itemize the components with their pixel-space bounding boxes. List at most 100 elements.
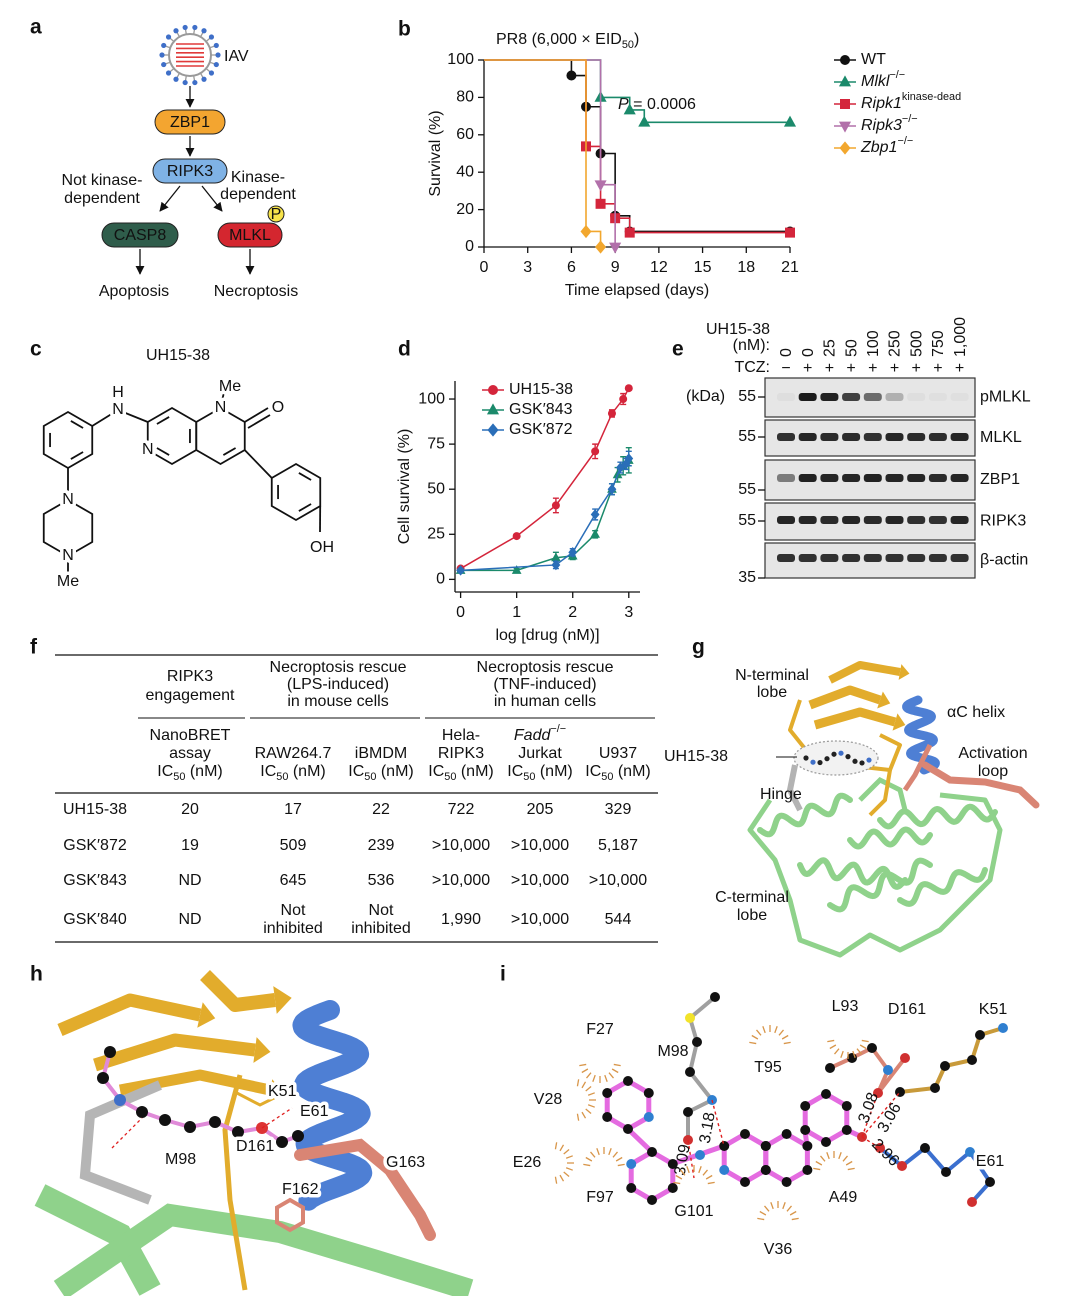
drug-label: UH15-38	[706, 321, 770, 338]
n-lobe-sheet	[118, 1069, 272, 1096]
ligand-atom	[831, 751, 837, 757]
legend-label: UH15-38	[509, 381, 573, 398]
c-lobe-helix	[877, 803, 998, 830]
residue-label: V28	[534, 1091, 563, 1108]
virus-glycoprotein	[182, 24, 188, 31]
group-header: RIPK3	[167, 668, 213, 685]
concentration-label: 1,000	[952, 317, 969, 357]
hydrophobic-contact	[705, 1174, 713, 1180]
y-tick-label: 40	[456, 163, 474, 180]
virus-glycoprotein	[161, 61, 167, 68]
text-segment: Fadd	[514, 727, 552, 744]
virus-spike	[165, 45, 171, 49]
text-segment: GSK′872	[509, 421, 573, 438]
panel-label: f	[30, 636, 38, 659]
text-segment: = 0.0006	[629, 96, 696, 113]
hydrophobic-contact	[617, 1163, 625, 1167]
table-cell: >10,000	[511, 872, 569, 889]
ligand-ring	[763, 1131, 810, 1185]
tcz-sign: +	[955, 360, 964, 377]
survival-line	[484, 59, 616, 247]
arrow	[201, 185, 223, 212]
hydrophobic-contact	[686, 1166, 690, 1174]
ligand-atom	[209, 1116, 221, 1128]
atom-label: N	[215, 399, 227, 416]
atom-label: OH	[310, 539, 334, 556]
legend-marker	[840, 99, 850, 109]
marker	[551, 552, 561, 562]
band	[863, 554, 882, 562]
x-axis-label: log [drug (nM)]	[495, 627, 599, 644]
text-segment: IC	[585, 763, 601, 780]
n-lobe-sheet	[93, 1033, 256, 1072]
region-label: Hinge	[760, 786, 802, 803]
k51-chain-atom	[930, 1083, 940, 1093]
ligand-atom	[740, 1177, 750, 1187]
double-bond	[70, 451, 84, 460]
hydrophobic-contact	[834, 1048, 840, 1055]
virus-spike	[169, 68, 175, 73]
n-lobe-sheet-head	[253, 1037, 271, 1063]
table-cell: inhibited	[351, 920, 411, 937]
table-cell: 22	[372, 801, 390, 818]
hydrophobic-contact	[581, 1068, 589, 1074]
h-bond	[111, 1117, 143, 1149]
m98-chain-atom	[685, 1013, 695, 1023]
region-label: loop	[978, 763, 1008, 780]
d161-chain-atom	[900, 1053, 910, 1063]
ligand-atom	[114, 1094, 126, 1106]
h-bond	[861, 1091, 901, 1138]
virus-spike	[199, 32, 204, 38]
hydrophobic-contact	[559, 1144, 565, 1152]
panel-label: h	[30, 963, 43, 986]
mw-label: 55	[738, 388, 756, 405]
hydrophobic-contact	[554, 1176, 558, 1184]
hydrophobic-contact	[845, 1160, 853, 1166]
hydrophobic-contact	[762, 1026, 766, 1034]
h-bond	[261, 1107, 293, 1129]
marker	[511, 565, 522, 574]
band	[798, 393, 817, 401]
band	[928, 554, 947, 562]
n-lobe-loop	[868, 769, 892, 817]
x-tick-label: 9	[611, 259, 620, 276]
marker	[580, 224, 592, 239]
legend-label: Zbp1−/−	[860, 135, 913, 156]
text-segment: −/−	[897, 135, 913, 147]
virus-glycoprotein	[173, 28, 179, 34]
band	[929, 393, 947, 401]
hydrophobic-contact	[590, 1151, 596, 1158]
band	[842, 474, 861, 482]
table-cell: 5,187	[598, 837, 638, 854]
band	[820, 554, 839, 562]
hydrophobic-contact	[587, 1104, 595, 1108]
double-bond	[298, 472, 312, 481]
ligand-atom	[781, 1129, 792, 1139]
table-cell: ND	[178, 872, 201, 889]
residue-label: D161	[888, 1001, 926, 1018]
hydrophobic-contact	[592, 1074, 596, 1082]
mw-label: 55	[738, 428, 756, 445]
activation-loop	[294, 1138, 436, 1241]
x-tick-label: 2	[568, 604, 577, 621]
hydrophobic-contact	[608, 1072, 614, 1079]
survival-line	[484, 59, 602, 247]
d161-chain-atom	[883, 1065, 893, 1075]
residue-label: F97	[586, 1189, 614, 1206]
ligand-atom	[647, 1195, 657, 1205]
panel-label: c	[30, 338, 42, 361]
hydrophobic-contact	[581, 1111, 587, 1119]
tcz-label: TCZ:	[734, 359, 770, 376]
table-cell: 722	[448, 801, 475, 818]
table-cell: >10,000	[511, 837, 569, 854]
band	[885, 393, 904, 401]
band	[863, 433, 882, 441]
text-segment: 50	[173, 771, 185, 783]
panel-label: e	[672, 338, 684, 361]
band	[820, 393, 839, 401]
ligand-atom	[802, 1165, 813, 1175]
hinge	[786, 764, 803, 812]
virus-glycoprotein	[213, 61, 219, 68]
x-tick-label: 15	[694, 259, 712, 276]
phenyl-ring	[42, 410, 94, 470]
